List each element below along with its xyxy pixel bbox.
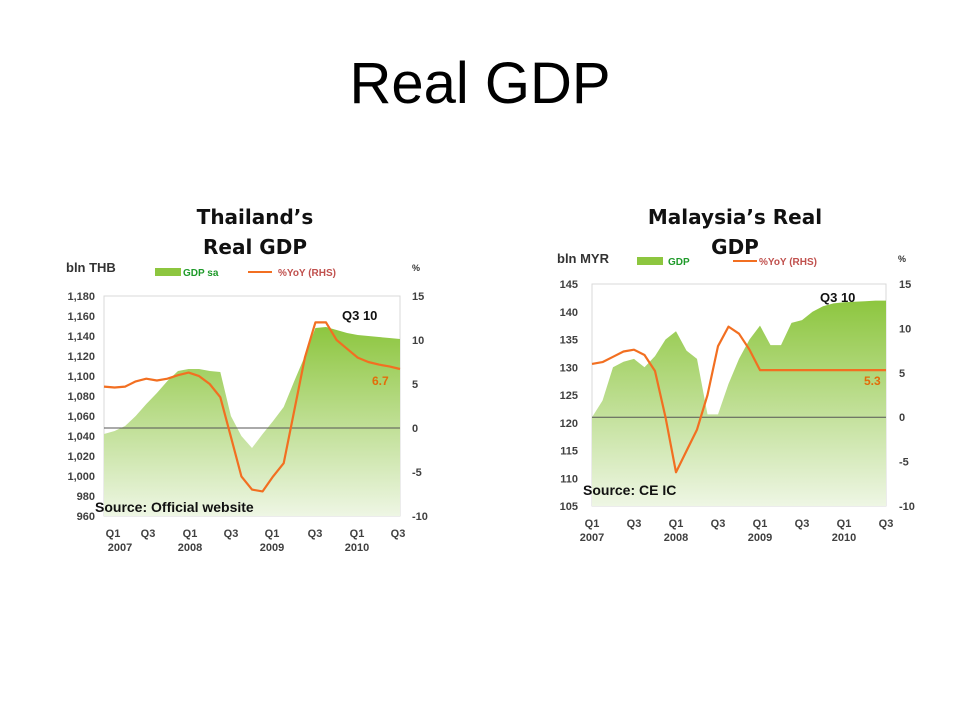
thailand-x-tick-label: Q1: [350, 528, 365, 540]
malaysia-year-label: 2007: [580, 532, 604, 544]
thailand-latest-value-label: 6.7: [372, 374, 389, 388]
thailand-year-label: 2007: [108, 542, 132, 554]
malaysia-x-tick-label: Q3: [879, 518, 894, 530]
malaysia-x-tick-label: Q3: [711, 518, 726, 530]
thailand-left-unit: bln THB: [66, 260, 116, 275]
malaysia-right-tick-label: 10: [899, 323, 911, 335]
malaysia-latest-value-label: 5.3: [864, 374, 881, 388]
malaysia-left-tick-label: 135: [560, 335, 578, 347]
thailand-x-tick-label: Q3: [391, 528, 406, 540]
thailand-left-tick-label: 1,180: [67, 291, 95, 303]
thailand-chart-title: Thailand’s Real GDP: [196, 205, 314, 259]
malaysia-right-tick-label: 0: [899, 412, 905, 424]
thailand-source-note: Source: Official website: [95, 499, 254, 515]
thailand-left-tick-label: 1,120: [67, 351, 95, 363]
thailand-x-tick-label: Q1: [265, 528, 280, 540]
thailand-right-unit: %: [412, 263, 420, 273]
malaysia-left-tick-label: 115: [560, 446, 578, 458]
thailand-x-tick-label: Q1: [106, 528, 121, 540]
thailand-left-tick-label: 1,000: [67, 471, 95, 483]
malaysia-source-note: Source: CE IC: [583, 482, 676, 498]
malaysia-right-tick-label: 15: [899, 279, 911, 291]
thailand-right-tick-label: 0: [412, 423, 418, 435]
thailand-legend-label-area: GDP sa: [183, 268, 219, 279]
malaysia-left-tick-label: 125: [560, 390, 578, 402]
thailand-x-tick-label: Q3: [141, 528, 156, 540]
malaysia-x-tick-label: Q3: [627, 518, 642, 530]
malaysia-year-label: 2010: [832, 532, 856, 544]
malaysia-yoy-line: [591, 325, 886, 474]
malaysia-left-tick-label: 140: [560, 307, 578, 319]
thailand-year-label: 2010: [345, 542, 369, 554]
malaysia-legend-swatch-area: [637, 257, 663, 265]
thailand-year-label: 2008: [178, 542, 202, 554]
malaysia-right-tick-label: 5: [899, 368, 905, 380]
malaysia-left-tick-label: 130: [560, 362, 578, 374]
malaysia-gdp-area: [592, 300, 886, 506]
thailand-left-tick-label: 1,080: [67, 391, 95, 403]
slide-title: Real GDP: [349, 51, 611, 116]
malaysia-q3-annotation: Q3 10: [820, 290, 855, 305]
malaysia-year-label: 2009: [748, 532, 772, 544]
malaysia-legend-label-line: %YoY (RHS): [759, 257, 817, 268]
thailand-x-tick-label: Q1: [183, 528, 198, 540]
thailand-left-tick-label: 1,140: [67, 331, 95, 343]
malaysia-legend-label-area: GDP: [668, 257, 690, 268]
thailand-q3-annotation: Q3 10: [342, 308, 377, 323]
thailand-right-tick-label: 15: [412, 291, 424, 303]
thailand-right-tick-label: -10: [412, 511, 428, 523]
malaysia-x-tick-label: Q3: [795, 518, 810, 530]
thailand-left-tick-label: 1,040: [67, 431, 95, 443]
malaysia-x-tick-label: Q1: [837, 518, 852, 530]
thailand-yoy-line: [103, 321, 401, 493]
thailand-right-tick-label: 10: [412, 335, 424, 347]
thailand-left-tick-label: 1,060: [67, 411, 95, 423]
malaysia-left-tick-label: 105: [560, 501, 578, 513]
malaysia-left-tick-label: 110: [560, 473, 578, 485]
thailand-right-tick-label: -5: [412, 467, 422, 479]
thailand-x-tick-label: Q3: [224, 528, 239, 540]
thailand-legend-swatch-area: [155, 268, 181, 276]
malaysia-left-tick-label: 120: [560, 418, 578, 430]
thailand-left-tick-label: 980: [77, 491, 95, 503]
malaysia-right-tick-label: -10: [899, 501, 915, 513]
malaysia-right-unit: %: [898, 254, 906, 264]
thailand-legend-label-line: %YoY (RHS): [278, 268, 336, 279]
malaysia-left-unit: bln MYR: [557, 251, 610, 266]
thailand-right-tick-label: 5: [412, 379, 418, 391]
thailand-left-tick-label: 1,160: [67, 311, 95, 323]
malaysia-year-label: 2008: [664, 532, 688, 544]
malaysia-right-tick-label: -5: [899, 457, 909, 469]
malaysia-x-tick-label: Q1: [585, 518, 600, 530]
malaysia-left-tick-label: 145: [560, 279, 578, 291]
malaysia-chart-title: Malaysia’s Real GDP: [647, 205, 823, 259]
thailand-left-tick-label: 1,100: [67, 371, 95, 383]
thailand-left-tick-label: 960: [77, 511, 95, 523]
malaysia-x-tick-label: Q1: [753, 518, 768, 530]
thailand-year-label: 2009: [260, 542, 284, 554]
thailand-left-tick-label: 1,020: [67, 451, 95, 463]
malaysia-x-tick-label: Q1: [669, 518, 684, 530]
thailand-x-tick-label: Q3: [308, 528, 323, 540]
